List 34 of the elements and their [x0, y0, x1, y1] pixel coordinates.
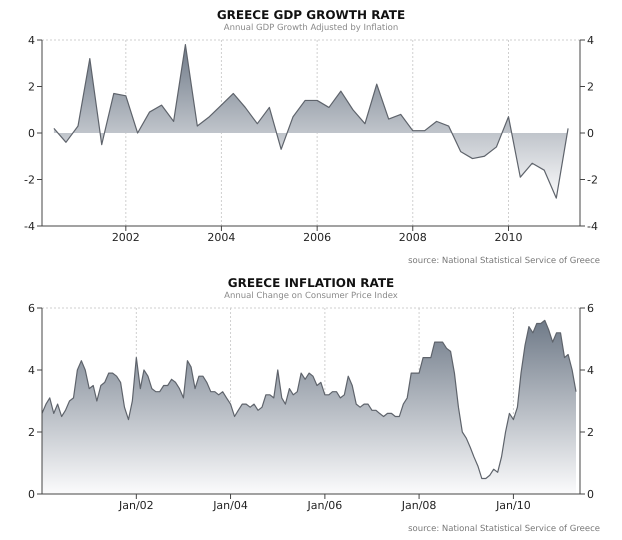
y2-tick-label: -4: [587, 220, 598, 233]
x-tick-label: Jan/04: [212, 498, 248, 512]
x-tick-label: Jan/10: [495, 498, 531, 512]
y2-tick-label: 4: [587, 34, 594, 47]
y2-tick-label: 0: [587, 126, 594, 140]
y2-tick-label: 2: [587, 80, 594, 94]
chart-title: GREECE GDP GROWTH RATE: [216, 8, 406, 22]
x-tick-label: Jan/06: [306, 498, 342, 512]
y-tick-label: -4: [24, 220, 35, 233]
x-tick-label: 2002: [112, 230, 140, 244]
source-note: source: National Statistical Service of Greece: [407, 523, 601, 536]
x-tick-label: 2004: [207, 230, 236, 244]
y2-tick-label: 2: [587, 426, 594, 439]
x-tick-label: 2010: [494, 230, 522, 244]
x-tick-label: Jan/02: [118, 498, 154, 512]
chart-subtitle: Annual Change on Consumer Price Index: [223, 290, 399, 302]
y-tick-label: 2: [28, 80, 35, 94]
x-tick-label: 2006: [303, 230, 332, 244]
y-tick-label: 4: [28, 364, 35, 377]
y-tick-label: 4: [28, 34, 35, 47]
y-tick-label: 2: [28, 426, 35, 439]
y2-tick-label: 0: [587, 488, 594, 501]
x-tick-label: 2008: [398, 230, 427, 244]
y-tick-label: 0: [28, 126, 35, 140]
chart-title: GREECE INFLATION RATE: [226, 276, 396, 290]
source-note: source: National Statistical Service of Greece: [407, 255, 601, 268]
y-tick-label: 6: [28, 302, 35, 315]
chart-subtitle: Annual GDP Growth Adjusted by Inflation: [222, 22, 400, 34]
y-tick-label: 0: [28, 488, 35, 501]
x-tick-label: Jan/08: [400, 498, 436, 512]
y2-tick-label: 6: [587, 302, 594, 315]
y-tick-label: -2: [24, 173, 35, 186]
y2-tick-label: 4: [587, 364, 594, 377]
y2-tick-label: -2: [587, 173, 598, 186]
